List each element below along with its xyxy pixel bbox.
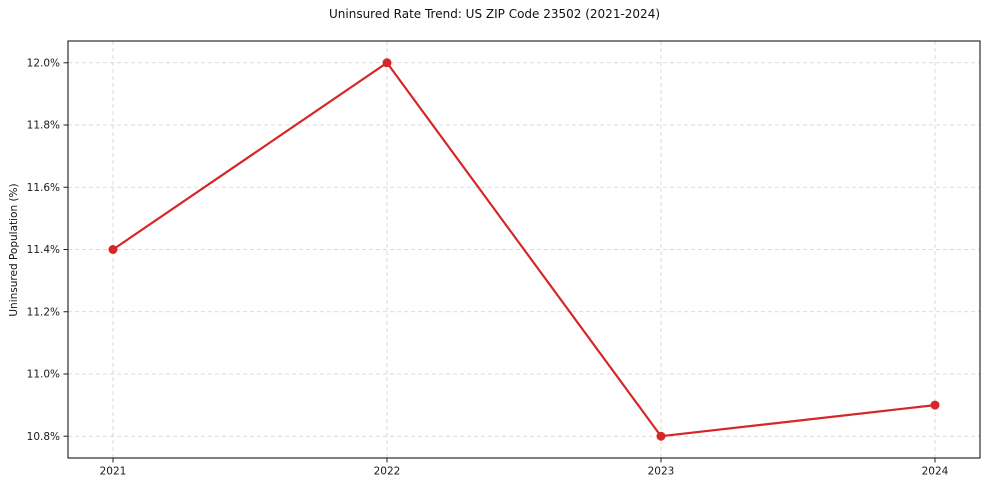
trend-line xyxy=(111,61,937,438)
x-tick-label: 2023 xyxy=(648,466,675,478)
x-tick-label: 2022 xyxy=(374,466,401,478)
y-tick-label: 11.4% xyxy=(27,244,60,256)
y-tick-label: 11.6% xyxy=(27,182,60,194)
data-point-marker xyxy=(382,58,392,68)
y-tick-label: 11.0% xyxy=(27,369,60,381)
y-tick-label: 11.2% xyxy=(27,306,60,318)
data-point-marker xyxy=(108,245,118,254)
data-point-marker xyxy=(930,400,940,410)
axis-ticks xyxy=(63,62,936,463)
y-tick-label: 10.8% xyxy=(27,431,60,443)
y-axis-label: Uninsured Population (%) xyxy=(8,183,20,317)
x-tick-label: 2021 xyxy=(100,466,127,478)
tick-labels: 10.8% 11.0% 11.2% 11.4% 11.6% 11.8% 12.0% 2021 2… xyxy=(27,57,949,477)
data-point-marker xyxy=(656,431,666,441)
chart-title: Uninsured Rate Trend: US ZIP Code 23502 … xyxy=(328,7,661,21)
y-tick-label: 12.0% xyxy=(27,57,60,69)
x-tick-label: 2024 xyxy=(922,466,949,478)
y-tick-label: 11.8% xyxy=(27,120,60,132)
